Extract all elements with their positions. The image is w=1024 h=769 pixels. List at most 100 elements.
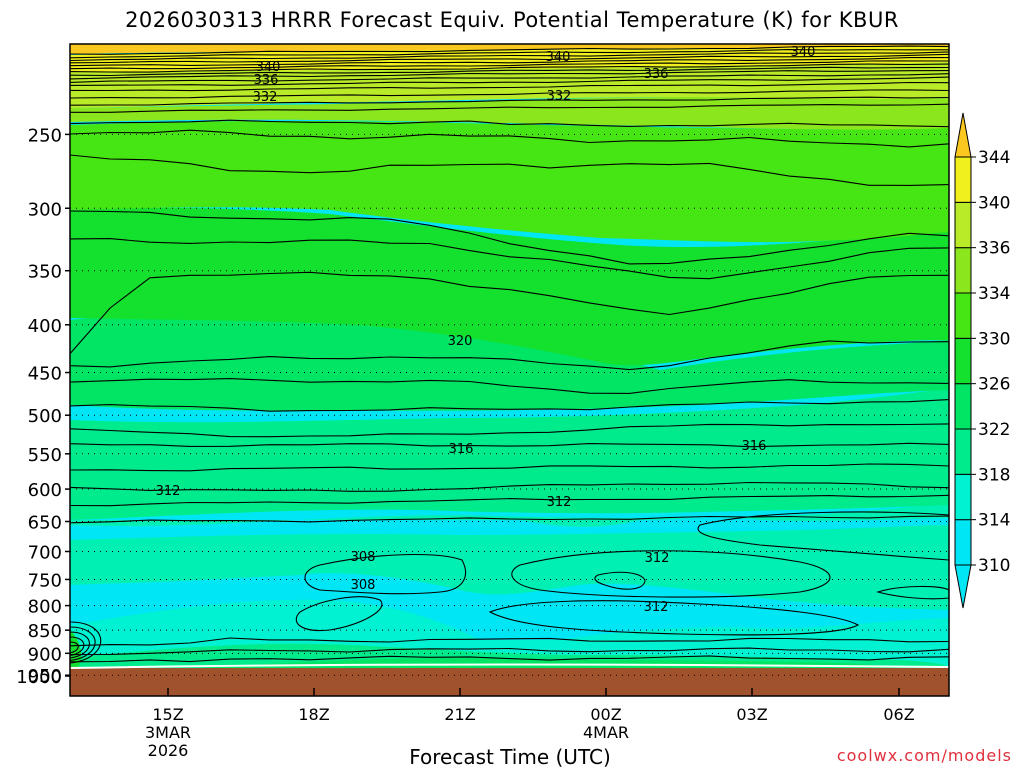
band-334 bbox=[70, 96, 949, 130]
contour-label-340: 340 bbox=[546, 50, 571, 65]
colorbar-box-314 bbox=[954, 473, 972, 521]
contour-label-312: 312 bbox=[156, 484, 181, 499]
band-314 bbox=[70, 505, 949, 527]
colorbar-box-330 bbox=[954, 292, 972, 339]
contour-324 bbox=[70, 238, 949, 280]
colorbar-label-314: 314 bbox=[978, 511, 1010, 531]
contour-label-312: 312 bbox=[547, 495, 572, 510]
y-tick-label-650: 650 bbox=[28, 512, 62, 533]
y-tick-label-750: 750 bbox=[28, 570, 62, 591]
colorbar-label-322: 322 bbox=[978, 420, 1010, 440]
contour-319 bbox=[70, 378, 949, 394]
contour-label-332: 332 bbox=[547, 89, 572, 104]
colorbar-box-340 bbox=[954, 156, 972, 203]
colorbar-label-318: 318 bbox=[978, 465, 1010, 485]
colorbar-box-336 bbox=[954, 201, 972, 249]
y-tick-label-250: 250 bbox=[28, 125, 62, 146]
band-330 bbox=[70, 120, 949, 243]
contour-lower-3 bbox=[697, 511, 949, 561]
gridlines bbox=[70, 133, 949, 676]
contour-314 bbox=[70, 481, 949, 492]
colorbar-box-318 bbox=[954, 428, 972, 475]
contour-317 bbox=[70, 423, 949, 438]
y-tick-label-1000: 1000 bbox=[16, 667, 62, 688]
band-322 bbox=[70, 313, 949, 411]
ground-area bbox=[70, 668, 949, 696]
contour-low-0 bbox=[70, 637, 949, 647]
contour-lower-2 bbox=[594, 571, 646, 590]
band-344 bbox=[70, 44, 949, 54]
chart-title: 2026030313 HRRR Forecast Equiv. Potentia… bbox=[125, 8, 899, 32]
contour-328 bbox=[70, 154, 949, 186]
x-tick-label-18Z: 18Z bbox=[298, 705, 329, 724]
contour-lower-5 bbox=[295, 596, 383, 632]
x-axis-label: Forecast Time (UTC) bbox=[409, 745, 611, 769]
contour-label-336: 336 bbox=[254, 73, 279, 88]
color-bands bbox=[70, 44, 949, 696]
y-tick-label-600: 600 bbox=[28, 480, 62, 501]
band-336 bbox=[70, 62, 949, 108]
contour-label-336: 336 bbox=[644, 67, 669, 82]
y-tick-label-400: 400 bbox=[28, 316, 62, 337]
ground-edge bbox=[70, 663, 949, 669]
contour-surface-2 bbox=[70, 631, 90, 659]
contour-upper-4 bbox=[70, 57, 949, 67]
colorbar-lower-arrow bbox=[954, 564, 972, 609]
y-tick-label-900: 900 bbox=[28, 644, 62, 665]
contour-lower-1 bbox=[511, 550, 831, 598]
contour-320 bbox=[70, 340, 949, 371]
contour-326 bbox=[70, 210, 949, 265]
y-tick-label-350: 350 bbox=[28, 262, 62, 283]
colorbar-label-340: 340 bbox=[978, 193, 1010, 213]
contour-upper-3 bbox=[70, 53, 949, 64]
contour-upper-2 bbox=[70, 51, 949, 62]
colorbar-box-326 bbox=[954, 337, 972, 385]
colorbar-box-322 bbox=[954, 383, 972, 430]
x-tick-sublabel-4MAR: 4MAR bbox=[583, 723, 629, 742]
contour-label-332: 332 bbox=[253, 90, 278, 105]
contour-label-340: 340 bbox=[256, 60, 281, 75]
y-tick-label-450: 450 bbox=[28, 364, 62, 385]
contour-lines bbox=[70, 45, 949, 664]
colorbar-label-344: 344 bbox=[978, 148, 1010, 168]
contour-surface-0 bbox=[70, 641, 79, 654]
y-tick-label-800: 800 bbox=[28, 597, 62, 618]
contour-upper-6 bbox=[70, 63, 949, 73]
contour-label-312: 312 bbox=[645, 551, 670, 566]
y-axis: 2503003504004505005506006507007508008509… bbox=[16, 125, 70, 688]
x-tick-label-00Z: 00Z bbox=[590, 705, 621, 724]
contour-upper-7 bbox=[70, 66, 949, 77]
x-tick-sublabel-2026: 2026 bbox=[148, 741, 189, 760]
contour-316 bbox=[70, 442, 949, 448]
y-tick-label-700: 700 bbox=[28, 543, 62, 564]
contour-330 bbox=[70, 129, 949, 148]
y-tick-label-950: 950 bbox=[28, 666, 62, 687]
x-tick-label-03Z: 03Z bbox=[736, 705, 767, 724]
contour-upper-1 bbox=[70, 49, 949, 59]
credit-text: coolwx.com/models bbox=[836, 746, 1012, 765]
contour-lower-4 bbox=[488, 600, 860, 636]
colorbar-label-326: 326 bbox=[978, 375, 1010, 395]
band-326 bbox=[70, 207, 949, 366]
x-tick-sublabel-3MAR: 3MAR bbox=[145, 723, 191, 742]
y-tick-label-550: 550 bbox=[28, 445, 62, 466]
contour-low-1 bbox=[70, 647, 949, 656]
colorbar-label-330: 330 bbox=[978, 329, 1010, 349]
band-318 bbox=[70, 388, 949, 520]
contour-label-308: 308 bbox=[351, 550, 376, 565]
contour-315 bbox=[70, 463, 949, 472]
colorbar-box-310 bbox=[954, 519, 972, 566]
contour-313 bbox=[70, 494, 949, 507]
contour-low-2 bbox=[70, 655, 949, 663]
contour-label-308: 308 bbox=[351, 578, 376, 593]
contour-label-316: 316 bbox=[449, 442, 474, 457]
colorbar-upper-arrow bbox=[954, 112, 972, 158]
contour-upper-13 bbox=[70, 96, 949, 106]
contour-surface-4 bbox=[70, 621, 102, 664]
y-tick-label-500: 500 bbox=[28, 406, 62, 427]
colorbar-label-334: 334 bbox=[978, 284, 1010, 304]
